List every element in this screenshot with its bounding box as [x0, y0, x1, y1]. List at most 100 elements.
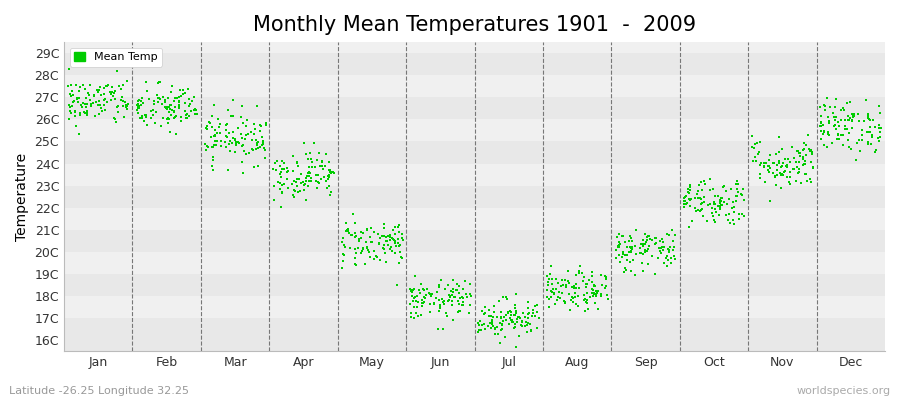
Point [455, 295, 470, 301]
Point [854, 127, 868, 133]
Point [388, 238, 402, 244]
Point [409, 310, 423, 316]
Point [88, 99, 103, 105]
Point [269, 166, 284, 173]
Point [98, 106, 112, 113]
Point [382, 233, 396, 240]
Point [719, 201, 733, 208]
Point [250, 140, 265, 146]
Point [415, 303, 429, 309]
Point [64, 82, 78, 88]
Point [226, 113, 240, 119]
Point [490, 314, 504, 320]
Point [273, 162, 287, 169]
Point [569, 300, 583, 307]
Point [796, 162, 810, 168]
Point [694, 200, 708, 207]
Point [452, 308, 466, 314]
Point [617, 265, 632, 272]
Point [547, 290, 562, 297]
Point [96, 97, 111, 104]
Point [872, 103, 886, 110]
Point [93, 84, 107, 90]
Point [545, 281, 560, 287]
Point [636, 268, 651, 274]
Point [660, 263, 674, 270]
Point [463, 281, 477, 288]
Point [286, 168, 301, 175]
Point [732, 216, 746, 223]
Point [619, 267, 634, 273]
Point [609, 247, 624, 253]
Point [529, 302, 544, 308]
Point [443, 293, 457, 300]
Point [406, 287, 420, 294]
Point [121, 101, 135, 108]
Point [872, 122, 886, 128]
Point [613, 240, 627, 247]
Point [379, 259, 393, 265]
Point [805, 148, 819, 155]
Point [415, 300, 429, 306]
Point [496, 318, 510, 324]
Point [274, 190, 289, 197]
Point [734, 191, 748, 198]
Point [872, 138, 886, 144]
Point [838, 116, 852, 123]
Point [373, 257, 387, 264]
Point [292, 188, 306, 195]
Point [236, 170, 250, 176]
Point [294, 180, 309, 186]
Point [450, 280, 464, 287]
Point [421, 290, 436, 296]
Point [109, 119, 123, 125]
Point [133, 114, 148, 121]
Point [225, 140, 239, 146]
Point [832, 131, 846, 137]
Bar [64, 340, 885, 351]
Point [322, 166, 337, 173]
Point [438, 286, 453, 292]
Point [418, 287, 432, 294]
Point [703, 201, 717, 207]
Point [474, 322, 489, 329]
Point [847, 112, 861, 119]
Point [555, 282, 570, 288]
Point [452, 282, 466, 289]
Point [520, 322, 535, 328]
Point [75, 104, 89, 110]
Point [245, 137, 259, 143]
Point [238, 132, 253, 138]
Point [825, 110, 840, 116]
Point [174, 117, 188, 124]
Point [518, 318, 533, 325]
Point [371, 231, 385, 238]
Point [589, 288, 603, 294]
Point [507, 312, 521, 318]
Point [540, 272, 554, 279]
Point [440, 313, 454, 319]
Point [163, 129, 177, 135]
Point [111, 109, 125, 116]
Point [235, 135, 249, 141]
Point [620, 257, 634, 264]
Point [488, 325, 502, 331]
Point [97, 91, 112, 97]
Point [442, 296, 456, 303]
Point [745, 132, 760, 139]
Point [727, 204, 742, 210]
Point [219, 121, 233, 128]
Point [219, 127, 233, 133]
Point [855, 132, 869, 138]
Point [509, 318, 524, 325]
Point [391, 224, 405, 230]
Point [146, 107, 160, 114]
Point [548, 286, 562, 292]
Point [208, 132, 222, 139]
Point [323, 170, 338, 176]
Point [340, 226, 355, 232]
Point [771, 134, 786, 140]
Point [161, 116, 176, 122]
Point [133, 102, 148, 108]
Point [306, 139, 320, 146]
